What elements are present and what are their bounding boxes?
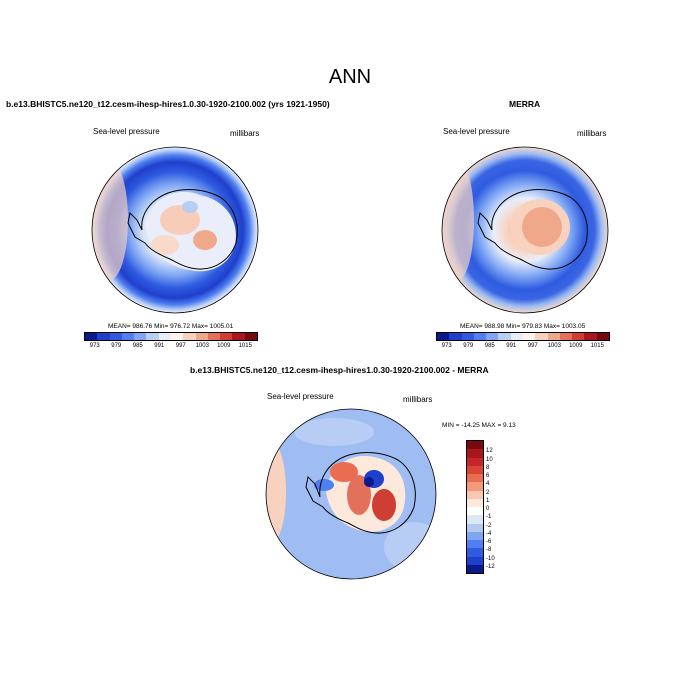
model-colorbar-tick-label: 973: [89, 343, 100, 349]
obs-colorbar-swatch: [547, 333, 560, 340]
model-colorbar-swatch: [134, 333, 147, 340]
obs-colorbar-swatch: [449, 333, 462, 340]
obs-colorbar-swatch: [510, 333, 523, 340]
diff-colorbar-tick-label: 12: [486, 448, 493, 455]
diff-units-label: millibars: [403, 395, 433, 404]
diff-colorbar-tick-label: 0: [486, 506, 490, 513]
diff-colorbar-tick-label: 6: [486, 473, 490, 480]
obs-colorbar-swatch: [461, 333, 474, 340]
diff-colorbar-tick-label: -6: [486, 539, 492, 546]
diff-colorbar-swatch: [467, 515, 483, 524]
obs-colorbar: [436, 332, 610, 341]
diff-colorbar-tick-label: 10: [486, 456, 493, 463]
obs-colorbar-swatch: [437, 333, 450, 340]
diff-colorbar-swatch: [467, 457, 483, 466]
diff-colorbar-swatch: [467, 474, 483, 483]
figure-title: ANN: [328, 66, 372, 88]
model-colorbar-swatch: [195, 333, 208, 340]
model-units-label: millibars: [230, 129, 260, 138]
obs-colorbar-swatch: [522, 333, 536, 340]
diff-colorbar-swatch: [467, 441, 483, 450]
model-colorbar-swatch: [170, 333, 184, 340]
diff-colorbar-tick-label: 4: [486, 481, 490, 488]
diff-colorbar-swatch: [467, 482, 483, 491]
diff-colorbar-tick-label: 2: [486, 489, 490, 496]
diff-colorbar-swatch: [467, 465, 483, 474]
obs-colorbar-swatch: [535, 333, 548, 340]
obs-colorbar-swatch: [473, 333, 487, 340]
model-colorbar-labels: 973 979 985 991 997 1003 1009 1015: [84, 343, 256, 349]
model-colorbar-swatch: [97, 333, 110, 340]
model-colorbar-tick-label: 1015: [238, 343, 252, 349]
diff-stats: MIN = -14.25 MAX = 9.13: [442, 422, 516, 429]
diff-slp-map: [265, 408, 437, 580]
model-colorbar-swatch: [121, 333, 135, 340]
diff-colorbar-tick-label: -12: [486, 563, 495, 570]
diff-colorbar-swatch: [467, 548, 483, 557]
diff-colorbar: [466, 440, 484, 574]
obs-colorbar-tick-label: 1015: [590, 343, 604, 349]
diff-colorbar-swatch: [467, 564, 483, 573]
diff-colorbar-swatch: [467, 490, 483, 499]
diff-colorbar-tick-label: 8: [486, 464, 490, 471]
obs-colorbar-tick-label: 985: [484, 343, 495, 349]
model-colorbar-tick-label: 997: [175, 343, 186, 349]
model-panel-title: b.e13.BHISTC5.ne120_t12.cesm-ihesp-hires…: [6, 99, 330, 109]
model-slp-map: [91, 146, 259, 314]
obs-colorbar-tick-label: 973: [441, 343, 452, 349]
model-colorbar-swatch: [183, 333, 196, 340]
obs-colorbar-swatch: [486, 333, 499, 340]
model-colorbar-tick-label: 1009: [217, 343, 231, 349]
model-colorbar-swatch: [109, 333, 122, 340]
obs-units-label: millibars: [577, 129, 607, 138]
diff-colorbar-swatch: [467, 523, 483, 532]
obs-colorbar-swatch: [584, 333, 597, 340]
diff-colorbar-tick-label: -1: [486, 514, 492, 521]
obs-stats: MEAN= 988.98 Min= 979.83 Max= 1003.05: [460, 323, 586, 330]
model-colorbar-tick-label: 985: [132, 343, 143, 349]
model-colorbar-tick-label: 979: [111, 343, 122, 349]
model-colorbar-swatch: [158, 333, 171, 340]
diff-colorbar-swatch: [467, 498, 483, 507]
obs-field-label: Sea-level pressure: [443, 127, 510, 136]
obs-colorbar-tick-label: 1003: [547, 343, 561, 349]
model-colorbar-swatch: [146, 333, 159, 340]
diff-field-label: Sea-level pressure: [267, 392, 334, 401]
diff-colorbar-swatch: [467, 507, 483, 516]
obs-colorbar-tick-label: 979: [463, 343, 474, 349]
diff-colorbar-tick-label: -2: [486, 522, 492, 529]
diff-colorbar-swatch: [467, 449, 483, 458]
diff-colorbar-swatch: [467, 556, 483, 565]
diff-colorbar-swatch: [467, 540, 483, 549]
model-colorbar-tick-label: 1003: [195, 343, 209, 349]
model-stats: MEAN= 986.76 Min= 976.72 Max= 1005.01: [108, 323, 234, 330]
obs-colorbar-swatch: [559, 333, 573, 340]
model-colorbar-swatch: [207, 333, 221, 340]
diff-colorbar-tick-label: -8: [486, 547, 492, 554]
diff-colorbar-labels: 12 10 8 6 4 2 1 0 -1 -2 -4 -6 -8 -10 -12: [486, 446, 495, 570]
diff-colorbar-tick-label: 1: [486, 497, 490, 504]
obs-colorbar-labels: 973 979 985 991 997 1003 1009 1015: [436, 343, 608, 349]
model-colorbar: [84, 332, 258, 341]
diff-colorbar-tick-label: -10: [486, 555, 495, 562]
obs-colorbar-tick-label: 997: [527, 343, 538, 349]
model-colorbar-swatch: [220, 333, 233, 340]
model-colorbar-swatch: [232, 333, 245, 340]
diff-colorbar-swatch: [467, 531, 483, 540]
obs-slp-map: [441, 146, 609, 314]
obs-colorbar-swatch: [596, 333, 609, 340]
obs-colorbar-tick-label: 1009: [569, 343, 583, 349]
obs-colorbar-swatch: [498, 333, 511, 340]
obs-colorbar-tick-label: 991: [506, 343, 517, 349]
model-colorbar-swatch: [85, 333, 98, 340]
diff-panel-title: b.e13.BHISTC5.ne120_t12.cesm-ihesp-hires…: [190, 365, 489, 375]
model-field-label: Sea-level pressure: [93, 127, 160, 136]
obs-colorbar-swatch: [572, 333, 585, 340]
model-colorbar-swatch: [244, 333, 257, 340]
model-colorbar-tick-label: 991: [154, 343, 165, 349]
diff-colorbar-tick-label: -4: [486, 530, 492, 537]
obs-panel-title: MERRA: [509, 99, 541, 109]
